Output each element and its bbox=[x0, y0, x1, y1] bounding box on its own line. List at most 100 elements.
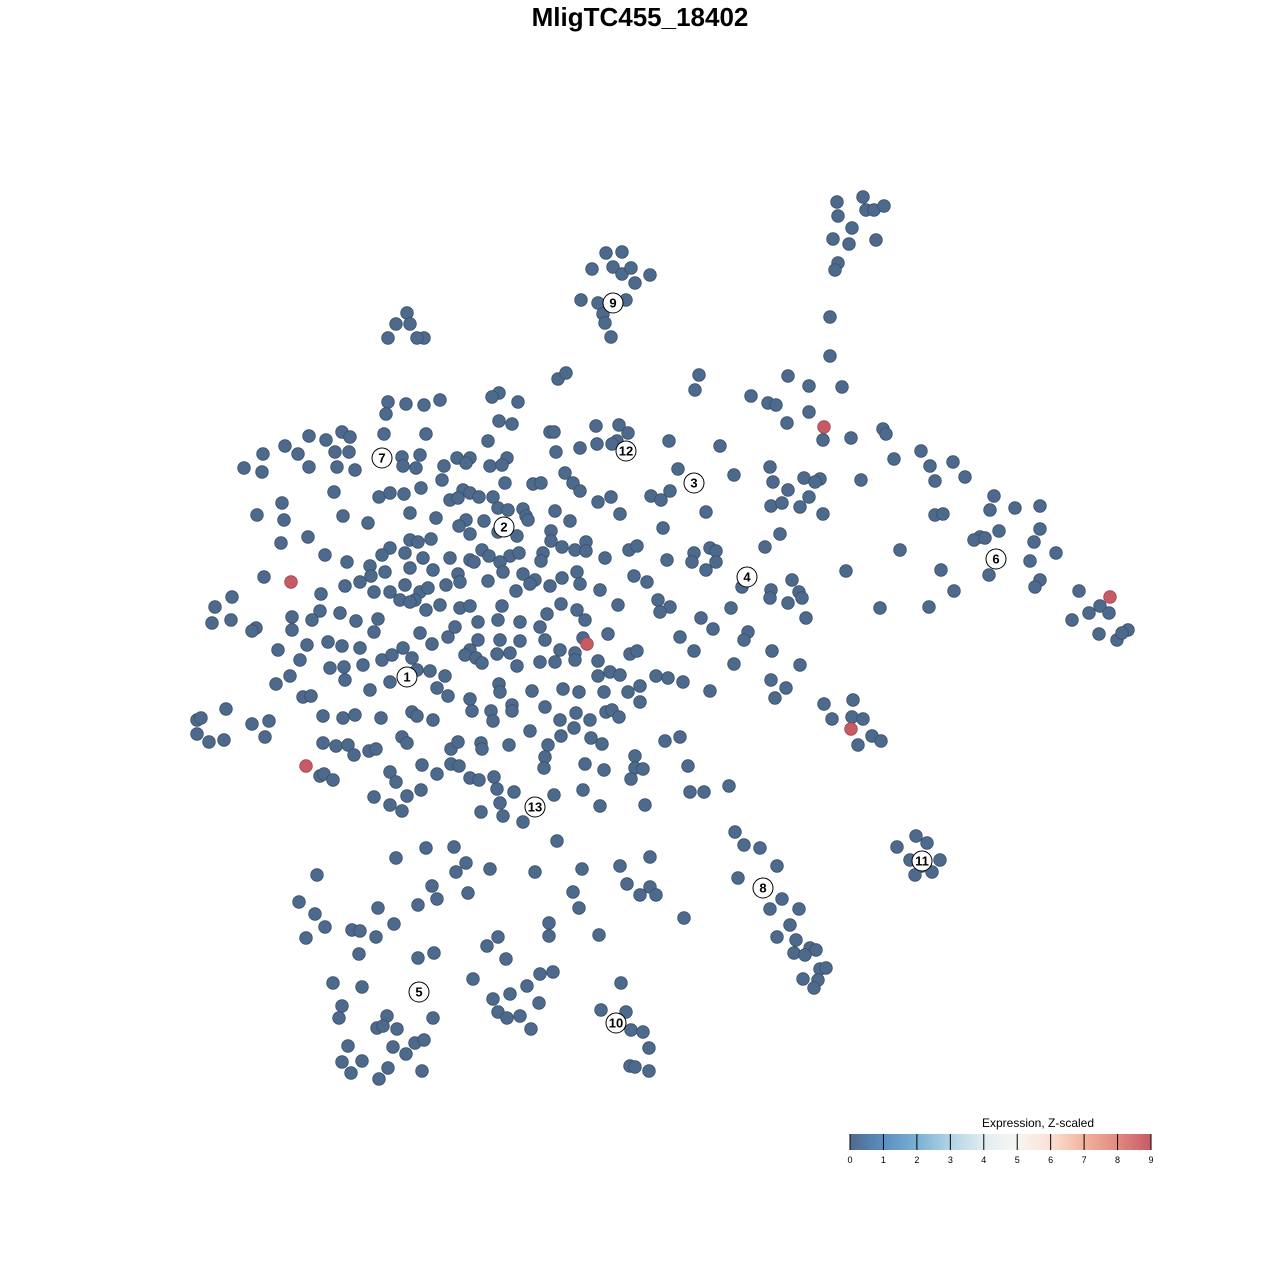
data-point bbox=[548, 655, 562, 669]
data-point bbox=[342, 445, 356, 459]
data-point bbox=[574, 293, 588, 307]
data-point bbox=[624, 772, 638, 786]
data-point bbox=[396, 641, 410, 655]
data-point bbox=[785, 573, 799, 587]
data-point bbox=[371, 901, 385, 915]
data-point bbox=[493, 685, 507, 699]
data-point bbox=[547, 788, 561, 802]
colorbar-ticks: 0 1 2 3 4 5 6 7 8 9 bbox=[847, 1134, 1154, 1165]
cluster-label: 11 bbox=[911, 850, 933, 872]
colorbar-legend: Expression, Z-scaled 0 1 2 3 4 5 6 7 8 9 bbox=[847, 1116, 1153, 1165]
data-point bbox=[649, 669, 663, 683]
data-point bbox=[383, 675, 397, 689]
cluster-label: 7 bbox=[371, 447, 393, 469]
data-point bbox=[414, 783, 428, 797]
data-point bbox=[278, 439, 292, 453]
data-point bbox=[409, 461, 423, 475]
data-point bbox=[559, 366, 573, 380]
cluster-label-text: 4 bbox=[743, 570, 751, 585]
cluster-label: 10 bbox=[605, 1012, 627, 1034]
data-point bbox=[335, 639, 349, 653]
data-point bbox=[573, 484, 587, 498]
data-point bbox=[1093, 599, 1107, 613]
data-point bbox=[503, 646, 517, 660]
data-point bbox=[414, 481, 428, 495]
data-point bbox=[399, 397, 413, 411]
data-point bbox=[495, 599, 509, 613]
data-point bbox=[613, 859, 627, 873]
data-point bbox=[572, 685, 586, 699]
data-point bbox=[352, 947, 366, 961]
cluster-label-text: 6 bbox=[992, 552, 999, 567]
data-point bbox=[1049, 546, 1063, 560]
data-point bbox=[371, 612, 385, 626]
data-point bbox=[486, 490, 500, 504]
data-point bbox=[348, 463, 362, 477]
data-point bbox=[451, 735, 465, 749]
data-point bbox=[544, 534, 558, 548]
data-point bbox=[336, 509, 350, 523]
data-point bbox=[349, 614, 363, 628]
data-point bbox=[597, 763, 611, 777]
data-point bbox=[219, 702, 233, 716]
data-point bbox=[764, 499, 778, 513]
data-point bbox=[461, 886, 475, 900]
data-point bbox=[724, 601, 738, 615]
data-point bbox=[411, 951, 425, 965]
data-point bbox=[430, 892, 444, 906]
data-point bbox=[356, 658, 370, 672]
data-point bbox=[383, 585, 397, 599]
data-point bbox=[486, 992, 500, 1006]
data-point bbox=[554, 597, 568, 611]
data-point bbox=[744, 389, 758, 403]
data-point bbox=[433, 393, 447, 407]
data-point bbox=[419, 427, 433, 441]
data-point bbox=[630, 539, 644, 553]
cluster-label-text: 5 bbox=[415, 985, 422, 1000]
data-point bbox=[310, 868, 324, 882]
data-point bbox=[493, 796, 507, 810]
data-point bbox=[946, 455, 960, 469]
data-point bbox=[555, 540, 569, 554]
data-point bbox=[498, 476, 512, 490]
data-point bbox=[344, 1066, 358, 1080]
cluster-label: 8 bbox=[752, 877, 774, 899]
data-point bbox=[839, 564, 853, 578]
data-point bbox=[463, 692, 477, 706]
data-point bbox=[683, 785, 697, 799]
data-point bbox=[615, 245, 629, 259]
data-point bbox=[624, 261, 638, 275]
data-point bbox=[411, 535, 425, 549]
data-point bbox=[361, 516, 375, 530]
data-point bbox=[694, 611, 708, 625]
data-point bbox=[205, 616, 219, 630]
data-point bbox=[332, 1011, 346, 1025]
data-point bbox=[208, 600, 222, 614]
data-point bbox=[433, 598, 447, 612]
data-point bbox=[550, 834, 564, 848]
data-point bbox=[353, 924, 367, 938]
data-point-high bbox=[1103, 590, 1117, 604]
data-point bbox=[427, 946, 441, 960]
data-point bbox=[1027, 535, 1041, 549]
data-point bbox=[481, 434, 495, 448]
data-point bbox=[424, 532, 438, 546]
colorbar-tick-label: 1 bbox=[881, 1155, 886, 1165]
data-point bbox=[375, 548, 389, 562]
data-point bbox=[316, 736, 330, 750]
data-point bbox=[673, 630, 687, 644]
cluster-label: 4 bbox=[736, 566, 758, 588]
cluster-label-badge bbox=[615, 440, 637, 462]
data-point bbox=[341, 1039, 355, 1053]
data-point bbox=[987, 489, 1001, 503]
data-point bbox=[381, 331, 395, 345]
colorbar-tick-label: 8 bbox=[1115, 1155, 1120, 1165]
data-point bbox=[934, 563, 948, 577]
data-point bbox=[333, 606, 347, 620]
data-point bbox=[775, 892, 789, 906]
data-point bbox=[947, 584, 961, 598]
data-point bbox=[403, 506, 417, 520]
data-point bbox=[1092, 627, 1106, 641]
data-point bbox=[463, 599, 477, 613]
